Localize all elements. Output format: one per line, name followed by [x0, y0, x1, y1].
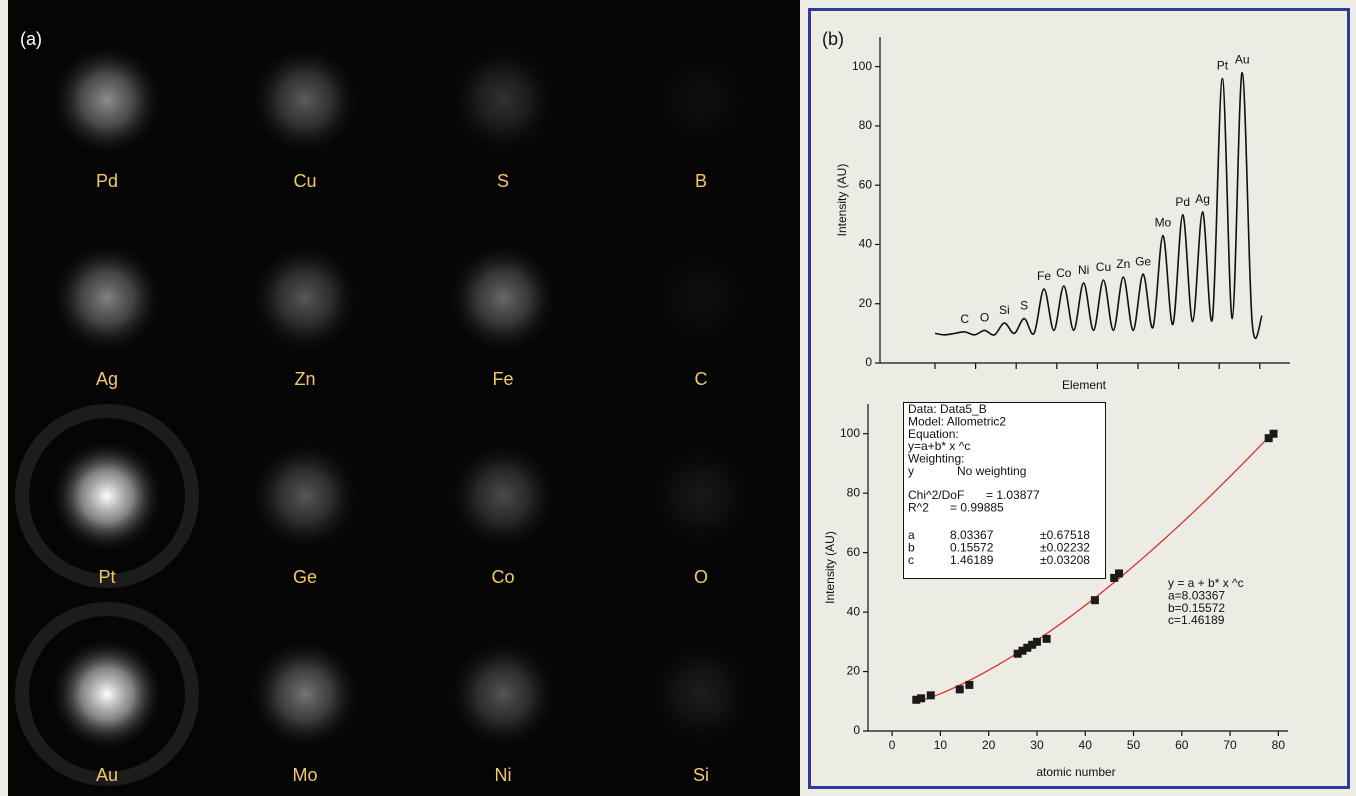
data-point: [917, 694, 925, 702]
x-axis-label: Element: [1062, 378, 1107, 392]
blob: [247, 636, 363, 752]
y-tick-label: 100: [840, 426, 860, 440]
x-tick-label: 80: [1272, 738, 1286, 752]
peak-label: Fe: [1037, 269, 1051, 283]
x-tick-label: 30: [1030, 738, 1044, 752]
blob: [643, 438, 759, 554]
x-tick-label: 0: [889, 738, 896, 752]
blob: [49, 42, 165, 158]
x-tick-label: 60: [1175, 738, 1189, 752]
blob: [247, 240, 363, 356]
y-tick-label: 100: [852, 59, 872, 73]
y-tick-label: 20: [859, 296, 873, 310]
blob: [49, 636, 165, 752]
element-label: Ni: [495, 765, 512, 785]
blob: [247, 42, 363, 158]
peak-label: Pd: [1175, 195, 1190, 209]
peak-label: Cu: [1096, 260, 1111, 274]
y-tick-label: 0: [865, 355, 872, 369]
info-line: Weighting:: [908, 451, 964, 465]
element-label: Ag: [96, 369, 118, 389]
x-tick-label: 40: [1079, 738, 1093, 752]
element-label: O: [694, 567, 708, 587]
element-label: C: [695, 369, 708, 389]
page: (a) (b) Pd Cu S B Ag Zn Fe C Pt Ge Co O Au Mo Ni Si 0 20 4…: [0, 0, 1356, 796]
y-tick-label: 20: [847, 664, 861, 678]
y-tick-label: 0: [853, 723, 860, 737]
y-tick-label: 40: [847, 604, 861, 618]
y-tick-label: 80: [859, 118, 873, 132]
peak-label: Zn: [1116, 257, 1130, 271]
blob: [643, 42, 759, 158]
x-tick-label: 50: [1127, 738, 1141, 752]
info-line: y: [908, 464, 914, 478]
x-tick-label: 70: [1223, 738, 1237, 752]
y-tick-label: 80: [847, 485, 861, 499]
x-tick-label: 10: [934, 738, 948, 752]
element-label: B: [695, 171, 707, 191]
element-label: Pd: [96, 171, 118, 191]
y-axis-label: Intensity (AU): [823, 531, 837, 604]
data-point: [1115, 569, 1123, 577]
data-point: [1091, 596, 1099, 604]
blob: [445, 636, 561, 752]
element-label: Fe: [492, 369, 513, 389]
data-point: [1033, 638, 1041, 646]
element-label: S: [497, 171, 509, 191]
peak-label: Au: [1235, 53, 1250, 67]
peak-label: Mo: [1155, 216, 1172, 230]
element-label: Zn: [294, 369, 315, 389]
blob: [445, 240, 561, 356]
y-axis-label: Intensity (AU): [835, 164, 849, 237]
figure: (a) (b) Pd Cu S B Ag Zn Fe C Pt Ge Co O Au Mo Ni Si 0 20 4…: [0, 0, 1356, 796]
data-point: [956, 685, 964, 693]
data-point: [1270, 430, 1278, 438]
fit-annotation: c=1.46189: [1168, 613, 1225, 627]
blob: [445, 438, 561, 554]
peak-label: Si: [999, 303, 1010, 317]
element-label: Ge: [293, 567, 317, 587]
data-point: [927, 691, 935, 699]
blob: [445, 42, 561, 158]
panel-b-frame: [810, 10, 1349, 788]
peak-label: Co: [1056, 266, 1072, 280]
peak-label: Ge: [1135, 254, 1151, 268]
element-label: Au: [96, 765, 118, 785]
panel-a-label: (a): [20, 29, 42, 49]
info-param: 1.46189: [950, 553, 994, 567]
info-stat: = 0.99885: [950, 500, 1004, 514]
peak-label: S: [1020, 299, 1028, 313]
element-label: Mo: [292, 765, 317, 785]
element-label: Cu: [293, 171, 316, 191]
blob: [247, 438, 363, 554]
peak-label: O: [980, 311, 989, 325]
blob: [49, 438, 165, 554]
info-line: No weighting: [957, 464, 1026, 478]
element-label: Co: [491, 567, 514, 587]
blob: [643, 240, 759, 356]
y-tick-label: 60: [859, 177, 873, 191]
info-param: c: [908, 553, 914, 567]
y-tick-label: 40: [859, 237, 873, 251]
info-stat: R^2: [908, 500, 929, 514]
data-point: [965, 681, 973, 689]
peak-label: Pt: [1217, 59, 1229, 73]
element-label: Si: [693, 765, 709, 785]
x-axis-label: atomic number: [1036, 765, 1115, 779]
y-tick-label: 60: [847, 545, 861, 559]
blob: [643, 636, 759, 752]
data-point: [1043, 635, 1051, 643]
peak-label: Ag: [1195, 192, 1210, 206]
peak-label: Ni: [1078, 263, 1089, 277]
x-tick-label: 20: [982, 738, 996, 752]
panel-b-label: (b): [822, 29, 844, 49]
peak-label: C: [960, 312, 969, 326]
info-param: ±0.03208: [1040, 553, 1090, 567]
element-label: Pt: [98, 567, 115, 587]
blob: [49, 240, 165, 356]
